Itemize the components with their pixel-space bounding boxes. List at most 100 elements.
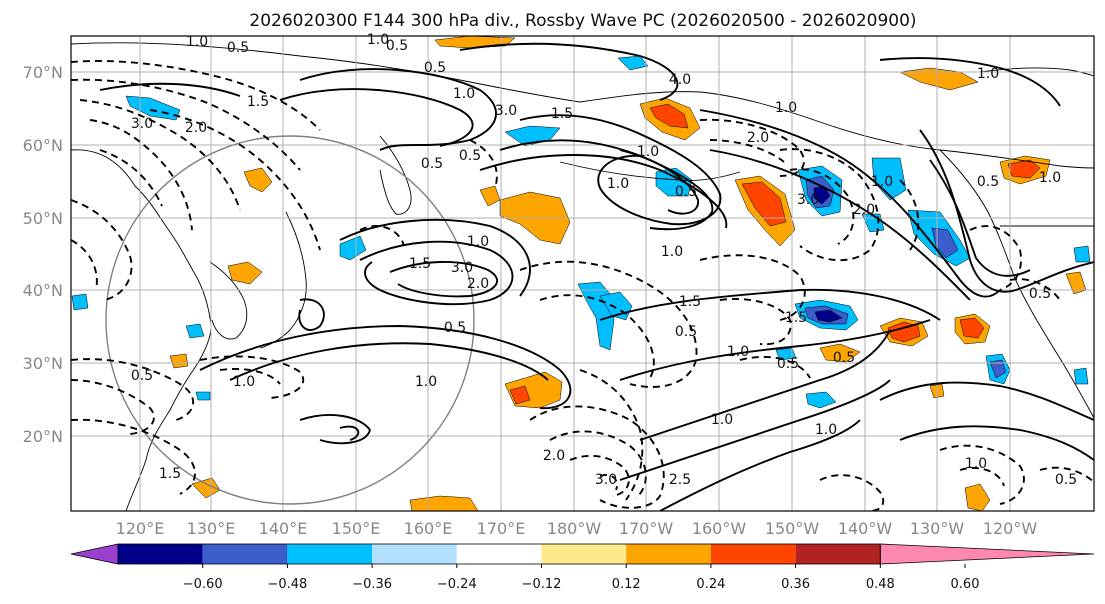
shade-orange [899,67,979,91]
shade-blue [195,391,211,401]
contour-label: 1.0 [415,374,437,390]
lon-tick-label: 150°E [332,519,381,538]
lat-tick-label: 40°N [23,281,63,300]
shade-red [649,103,689,129]
colorbar-frame [117,543,881,565]
shade-blue [185,323,205,339]
contour-label: 1.0 [233,374,255,390]
contour-label: 1.0 [871,174,893,190]
shade-blue [1073,245,1091,263]
contour-label: 2.0 [853,202,875,218]
contour-solid [709,149,971,301]
contour-label: 1.0 [453,86,475,102]
lon-tick-label: 160°E [404,519,453,538]
contour-dashed [579,369,644,501]
contour-solid [919,129,1094,293]
contour-dashed [699,118,805,177]
contour-solid [459,42,679,101]
contour-label: 1.0 [186,34,208,50]
colorbar-segment [118,544,203,564]
contour-dashed [359,225,405,247]
contour-dashed [79,99,241,211]
contour-dashed [469,139,498,185]
shade-blue [871,157,907,201]
contours-positive [99,42,1094,511]
contour-label: 1.0 [607,176,629,192]
contour-label: 0.5 [1029,286,1051,302]
colorbar-segment [710,544,796,564]
contour-solid [619,379,891,481]
contour-label: 1.0 [661,244,683,260]
gridlines [71,36,1094,511]
contour-label: 3.0 [797,192,819,208]
contour-label: 4.0 [669,72,691,88]
lat-tick-label: 50°N [23,209,63,228]
shade-blue [775,347,797,361]
contour-label: 0.5 [421,156,443,172]
colorbar-tick-label: 0.60 [951,577,980,592]
contour-label: 1.0 [1039,170,1061,186]
contour-dashed [199,355,305,399]
contour-dashed [89,119,193,231]
contour-solid [299,68,497,151]
contour-label: 2.5 [669,472,691,488]
lon-tick-label: 120°E [116,519,165,538]
contour-solid [639,329,891,441]
contour-solid [599,288,941,321]
lon-tick-label: 140°W [838,519,893,538]
contour-dashed [939,444,1025,505]
contour-label: 2.0 [747,130,769,146]
shade-orange [409,495,479,511]
contour-label: 1.0 [965,456,987,472]
contours-negative [71,60,1094,511]
shade-orange [169,353,189,369]
lon-tick-label: 130°W [910,519,965,538]
aleutians [559,161,741,181]
contour-solid [389,260,499,298]
colorbar-extend-left [70,543,119,565]
contour-solid [879,381,1094,421]
contour-solid [298,298,325,331]
lon-tick-label: 160°W [692,519,747,538]
lat-tick-label: 20°N [23,427,63,446]
colorbar-tick-label: −0.36 [352,577,392,592]
colorbar-tick-label: −0.12 [522,577,562,592]
kamchatka-coast [379,135,412,215]
shade-orange [227,261,263,285]
contour-solid [339,425,360,441]
lon-tick-label: 170°E [477,519,526,538]
contour-dashed [569,454,630,497]
contour-label: 1.5 [409,256,431,272]
figure-title: 2026020300 F144 300 hPa div., Rossby Wav… [249,11,916,31]
contour-solid [519,114,722,226]
contour-dashed [71,60,321,131]
contour-label: 3.0 [595,472,617,488]
contour-dashed [819,474,885,511]
colorbar-extend-right [879,543,1095,565]
contour-label: 1.0 [775,100,797,116]
contour-label: 1.5 [679,294,701,310]
latitude-labels: 70°N 60°N 50°N 40°N 30°N 20°N [23,63,63,446]
contour-solid [479,154,728,229]
shade-navy [814,309,843,323]
shade-blue [805,391,837,409]
contour-label: 0.5 [459,148,481,164]
contour-dashed [1039,466,1094,483]
contour-label: 0.5 [977,174,999,190]
shade-blue [617,55,649,71]
contour-label: 2.0 [467,276,489,292]
contour-solid [229,342,549,381]
contour-dashed [899,179,920,251]
contour-label: 1.0 [367,32,389,48]
contour-label: 1.0 [727,344,749,360]
colorbar-segment [456,544,542,564]
contour-solid [99,82,241,97]
contour-solid [199,325,572,409]
contour-dashed [739,356,811,379]
contour-solid [359,240,514,306]
colorbar-segment [541,544,627,564]
contour-label: 3.0 [451,260,473,276]
shade-blue [1073,367,1089,385]
contour-labels: 1.0 0.5 1.00.50.51.01.53.0 2.03.01.01.50.52… [131,32,1077,488]
